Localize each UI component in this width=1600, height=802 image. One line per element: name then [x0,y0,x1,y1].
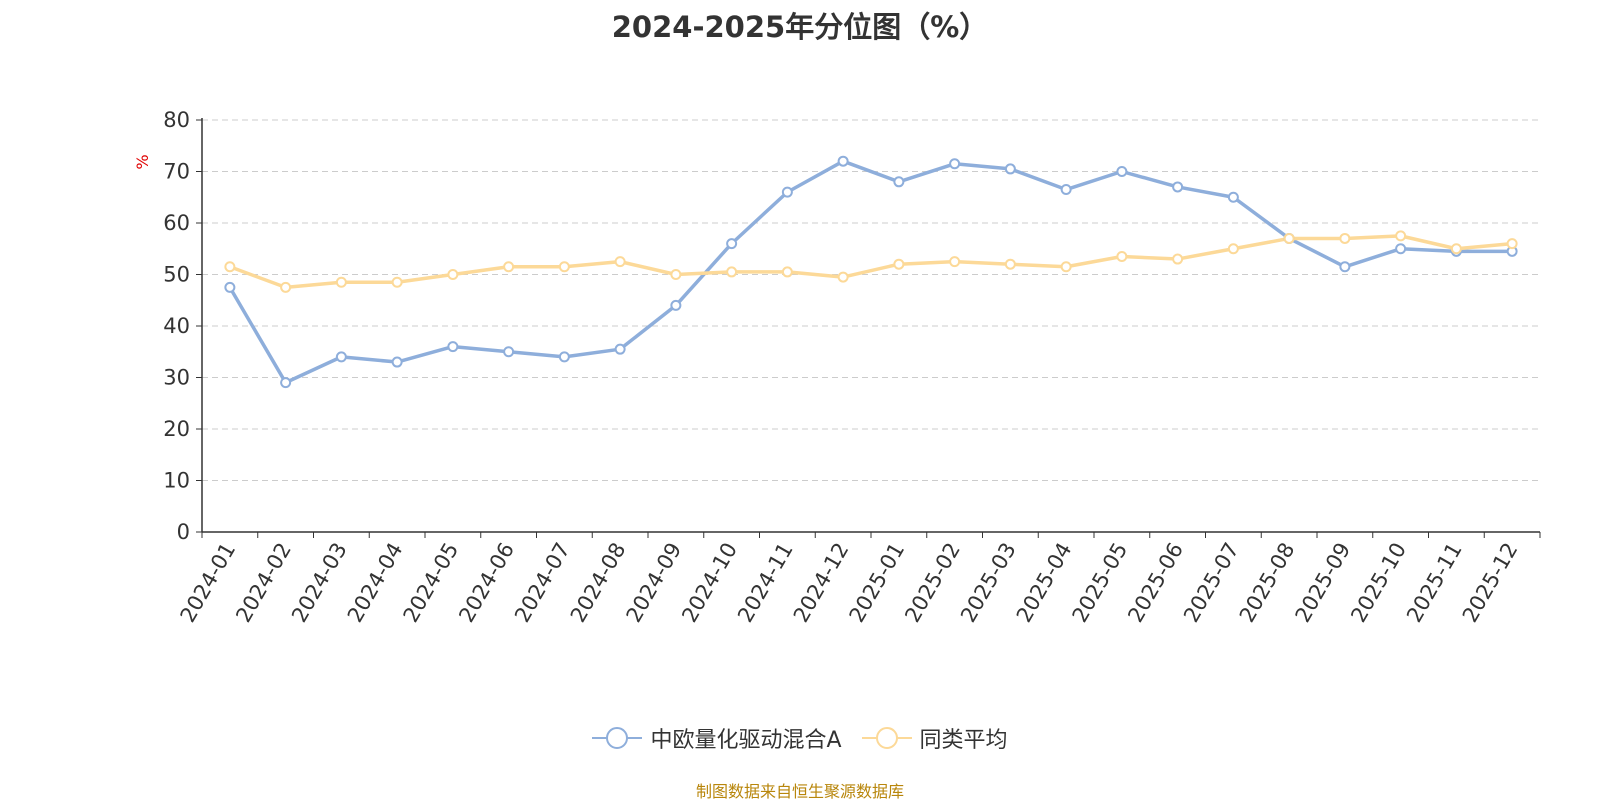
series-0-point [1116,166,1128,177]
series-1-point [335,276,347,288]
series-1-point [781,266,793,278]
series-1-point [893,258,905,270]
series-1-point [1450,243,1462,255]
series-0-point [670,299,682,311]
legend-item-fund[interactable]: 中欧量化驱动混合A [592,722,842,754]
series-0-point [1339,261,1351,273]
x-tick-label: 2025-01 [845,539,910,627]
y-tick-label: 40 [163,314,190,338]
legend-item-average[interactable]: 同类平均 [861,722,1008,754]
series-0-point [1004,163,1016,175]
y-tick-label: 80 [163,108,190,132]
series-0-point [335,351,347,363]
series-1-point [837,271,849,283]
x-tick-label: 2025-05 [1068,539,1133,627]
x-tick-label: 2024-02 [231,539,296,627]
x-tick-label: 2024-12 [789,539,854,627]
series-1-point [1283,232,1295,244]
series-line-0 [228,159,1513,385]
y-tick-label: 60 [163,211,190,235]
x-tick-label: 2024-05 [399,539,464,627]
series-0-point [558,351,570,363]
series-0-point [949,158,961,170]
series-0-point [391,356,403,368]
series-0-point [893,176,905,188]
series-0-point [614,343,626,355]
series-0-point [1395,243,1407,255]
series-0-point [447,341,459,353]
series-0-point [503,346,515,358]
x-tick-label: 2024-09 [622,539,687,627]
series-0-point [224,281,236,293]
x-tick-label: 2024-04 [343,539,408,627]
y-tick-label: 50 [163,263,190,287]
x-tick-label: 2025-02 [900,539,965,627]
series-line-1 [229,234,1513,290]
x-tick-label: 2025-07 [1179,539,1244,627]
x-tick-label: 2024-01 [176,539,241,627]
series-1-point [280,281,292,293]
series-0-point [1060,184,1072,196]
x-tick-label: 2025-08 [1235,539,1300,627]
y-tick-label: 30 [163,366,190,390]
series-1-point [447,269,459,280]
x-tick-label: 2025-03 [956,539,1021,627]
legend-marker-average-icon [861,727,912,749]
y-tick-label: 0 [177,520,190,544]
x-tick-label: 2025-12 [1458,539,1523,627]
legend-label-average: 同类平均 [919,728,1008,753]
series-1-point [391,276,403,288]
series-0-point [781,186,793,198]
series-1-point [558,261,570,273]
x-tick-label: 2024-10 [677,539,742,627]
legend: 中欧量化驱动混合A 同类平均 [0,722,1600,754]
y-tick-label: 70 [163,160,190,184]
legend-label-fund: 中欧量化驱动混合A [650,728,842,753]
series-1-point [670,269,682,280]
series-0-point [280,377,292,389]
x-tick-label: 2024-03 [287,539,352,627]
series-1-point [1339,232,1351,244]
series-0-point [1172,181,1184,193]
series-0-point [837,155,849,167]
series-1-point [224,261,236,273]
x-tick-label: 2025-11 [1402,539,1467,627]
series-1-point [1116,250,1128,262]
series-1-point [503,261,515,273]
series-1-point [949,256,961,268]
series-1-point [614,256,626,268]
series-1-point [1506,238,1518,250]
x-tick-label: 2024-07 [510,539,575,627]
x-tick-label: 2025-06 [1123,539,1188,627]
series-1-point [1172,253,1184,265]
data-source-note: 制图数据来自恒生聚源数据库 [695,782,904,801]
series-0-point [1227,191,1239,203]
x-tick-label: 2024-08 [566,539,631,627]
series-0-point [726,238,738,250]
series-1-point [1227,243,1239,255]
y-tick-label: 20 [163,417,190,441]
series-1-point [1060,261,1072,273]
x-tick-label: 2024-11 [733,539,798,627]
series-1-point [1004,258,1016,270]
legend-marker-fund-icon [592,727,643,749]
x-tick-label: 2025-10 [1346,539,1411,627]
chart-title: 2024-2025年分位图（%） [611,10,989,44]
x-tick-label: 2024-06 [454,539,519,627]
y-axis-label: % [133,154,152,169]
series-1-point [1395,230,1407,242]
x-tick-label: 2025-04 [1012,539,1077,627]
series-1-point [726,266,738,278]
y-tick-label: 10 [163,469,190,493]
x-tick-label: 2025-09 [1291,539,1356,627]
